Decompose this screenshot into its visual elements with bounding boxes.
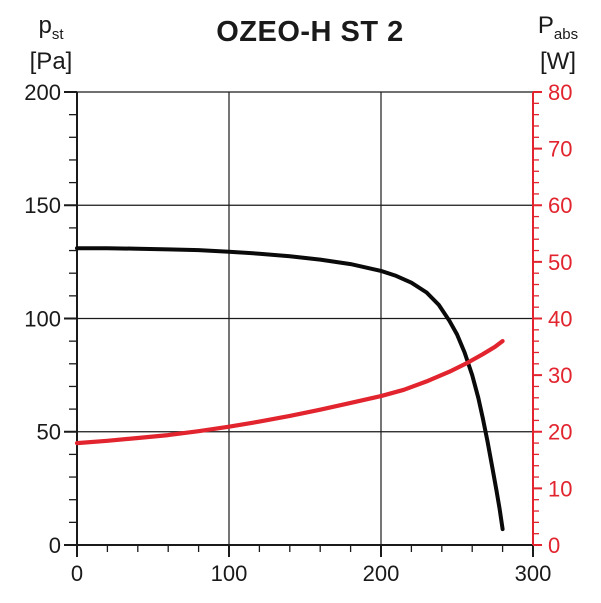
curve-absorbed-power-pabs-W <box>74 339 505 446</box>
x-axis-tick-label: 100 <box>211 561 248 586</box>
right-axis-tick-label: 30 <box>548 363 572 388</box>
left-axis-tick-label: 50 <box>37 420 61 445</box>
chart-title: OZEO-H ST 2 <box>216 16 404 48</box>
right-axis-symbol: Pabs <box>537 12 579 43</box>
left-axis-unit: [Pa] <box>29 47 73 75</box>
right-axis-unit-label: Pabs [W] <box>531 12 585 75</box>
left-axis-tick-label: 100 <box>24 306 61 331</box>
right-axis-tick-label: 40 <box>548 306 572 331</box>
right-axis-tick-label: 10 <box>548 476 572 501</box>
right-axis-tick-label: 0 <box>548 533 560 558</box>
right-axis-unit: [W] <box>540 47 576 75</box>
left-axis-tick-label: 200 <box>24 80 61 105</box>
left-axis-symbol: pst <box>38 12 64 43</box>
left-axis-tick-label: 0 <box>49 533 61 558</box>
right-axis-tick-label: 70 <box>548 137 572 162</box>
curve-static-pressure-pst-Pa <box>75 246 505 532</box>
left-axis-unit-label: pst [Pa] <box>22 12 80 75</box>
right-axis-tick-label: 50 <box>548 250 572 275</box>
x-axis-tick-label: 200 <box>363 561 400 586</box>
left-axis-tick-label: 150 <box>24 193 61 218</box>
right-axis-tick-label: 20 <box>548 420 572 445</box>
x-axis-tick-label: 300 <box>515 561 552 586</box>
right-axis-tick-label: 60 <box>548 193 572 218</box>
x-axis-tick-label: 0 <box>71 561 83 586</box>
right-axis-tick-label: 80 <box>548 80 572 105</box>
